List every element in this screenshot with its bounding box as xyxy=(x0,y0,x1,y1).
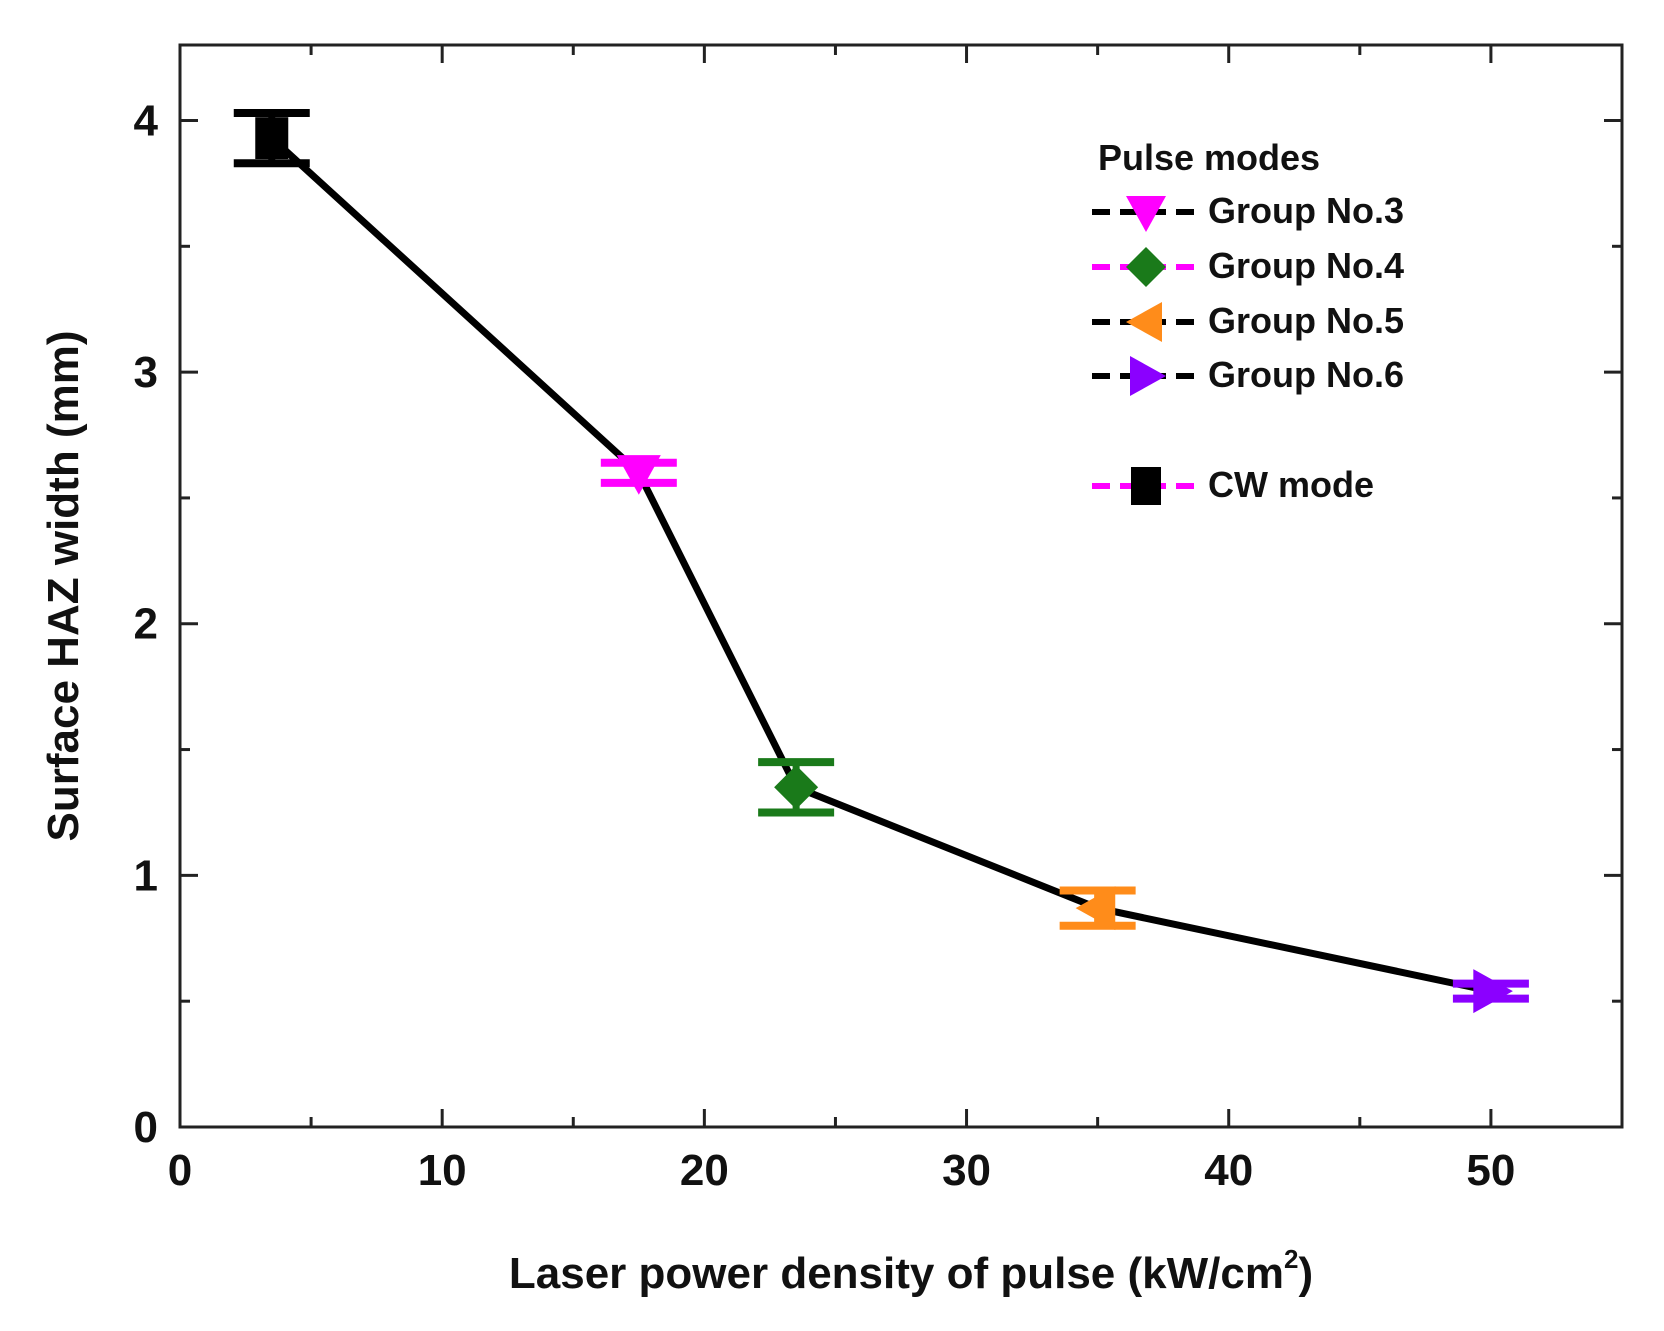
legend: Pulse modes Group No.3 Group No.4 Group No.… xyxy=(1092,137,1404,505)
data-point xyxy=(1452,969,1529,1014)
x-tick-label: 50 xyxy=(1466,1146,1515,1195)
legend-marker-triangle-right xyxy=(1130,356,1166,396)
y-tick-label: 3 xyxy=(134,348,158,397)
data-point xyxy=(1059,886,1136,931)
legend-entry: Group No.5 xyxy=(1092,300,1404,342)
legend-title: Pulse modes xyxy=(1098,137,1320,178)
y-tick-label: 2 xyxy=(134,600,158,649)
x-axis-title: Laser power density of pulse (kW/cm2) xyxy=(509,1244,1313,1298)
marker-triangle-down xyxy=(616,455,661,495)
x-axis-title-superscript: 2 xyxy=(1284,1244,1298,1274)
legend-marker-triangle-down xyxy=(1126,196,1166,232)
legend-marker-square xyxy=(1131,467,1161,505)
legend-entry: Group No.3 xyxy=(1092,190,1404,232)
data-point xyxy=(758,758,835,817)
legend-marker-diamond xyxy=(1126,247,1166,287)
y-tick-label: 0 xyxy=(134,1103,158,1152)
x-axis-title-main: Laser power density of pulse (kW/cm xyxy=(509,1249,1284,1298)
legend-entry: Group No.4 xyxy=(1092,245,1404,287)
legend-label: Group No.3 xyxy=(1208,190,1404,231)
data-point xyxy=(233,108,310,168)
x-tick-label: 0 xyxy=(168,1146,192,1195)
x-tick-label: 30 xyxy=(942,1146,991,1195)
marker-square xyxy=(255,117,289,160)
legend-entry: Group No.6 xyxy=(1092,354,1404,396)
data-series xyxy=(233,108,1529,1014)
legend-label: CW mode xyxy=(1208,464,1374,505)
legend-label: Group No.6 xyxy=(1208,354,1404,395)
y-tick-label: 4 xyxy=(134,96,159,145)
y-axis-title: Surface HAZ width (mm) xyxy=(39,331,88,842)
legend-marker-triangle-left xyxy=(1126,302,1162,342)
legend-entry: CW mode xyxy=(1092,464,1374,505)
data-point xyxy=(600,455,677,495)
x-tick-label: 40 xyxy=(1204,1146,1253,1195)
legend-label: Group No.4 xyxy=(1208,245,1404,286)
marker-diamond xyxy=(774,765,819,810)
x-tick-label: 10 xyxy=(418,1146,467,1195)
legend-label: Group No.5 xyxy=(1208,300,1404,341)
y-tick-label: 1 xyxy=(134,851,158,900)
axis-ticks: 0 10 20 30 40 50 0 1 2 3 4 xyxy=(134,45,1622,1195)
x-tick-label: 20 xyxy=(680,1146,729,1195)
marker-triangle-left xyxy=(1075,886,1116,931)
marker-triangle-right xyxy=(1473,969,1513,1014)
plot-frame xyxy=(178,43,1624,1129)
x-axis-title-close: ) xyxy=(1298,1249,1313,1298)
